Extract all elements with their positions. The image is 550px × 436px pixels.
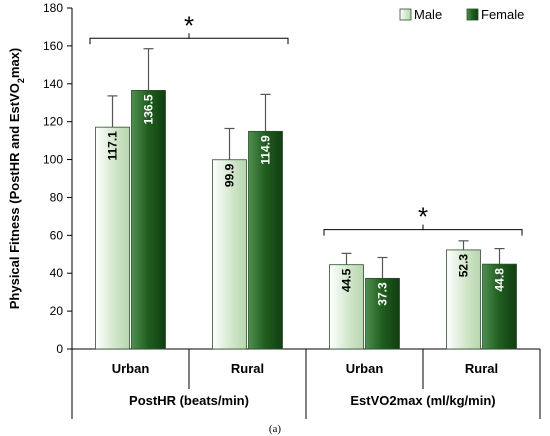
bar-female [248, 130, 283, 350]
significance-star: * [184, 10, 194, 40]
y-tick-label: 100 [43, 153, 63, 167]
x-group-label: EstVO2max (ml/kg/min) [350, 393, 495, 408]
legend-label-female: Female [481, 7, 524, 22]
bar-female [131, 90, 166, 350]
data-label: 44.8 [493, 268, 507, 292]
y-tick-label: 40 [50, 266, 64, 280]
y-tick-label: 0 [56, 342, 63, 356]
y-axis-title-part: Physical Fitness [7, 204, 22, 310]
y-tick-label: 140 [43, 77, 63, 91]
y-tick-label: 20 [50, 304, 64, 318]
data-label: 52.3 [457, 254, 471, 278]
x-category-label: Rural [231, 361, 264, 376]
y-tick-label: 120 [43, 115, 63, 129]
legend-label-male: Male [414, 7, 442, 22]
data-label: 117.1 [106, 131, 120, 161]
significance-star: * [418, 202, 428, 232]
bar-female [365, 277, 400, 350]
y-axis-title: Physical Fitness (PostHR and EstVO2max) [7, 48, 26, 310]
data-label: 37.3 [376, 282, 390, 306]
x-category-label: Urban [112, 361, 150, 376]
y-tick-label: 80 [50, 190, 64, 204]
data-label: 44.5 [340, 268, 354, 292]
x-category-label: Rural [465, 361, 498, 376]
y-axis-title-part: max) [7, 48, 22, 78]
x-group-label: PostHR (beats/min) [129, 393, 249, 408]
bar-male [95, 126, 130, 350]
data-label: 136.5 [142, 94, 156, 124]
y-tick-label: 180 [43, 1, 63, 15]
legend-swatch-female [466, 8, 479, 21]
data-label: 114.9 [259, 135, 273, 165]
bar-male [212, 159, 247, 350]
y-tick-label: 60 [50, 228, 64, 242]
y-tick-label: 160 [43, 39, 63, 53]
figure-caption: (a) [269, 423, 282, 435]
y-axis-title-subscript: 2 [16, 78, 26, 83]
x-category-label: Urban [346, 361, 384, 376]
legend-swatch-male [399, 8, 412, 21]
y-axis-title-part: (PostHR and EstVO [7, 83, 22, 204]
bar-female [482, 263, 517, 350]
data-label: 99.9 [223, 163, 237, 187]
